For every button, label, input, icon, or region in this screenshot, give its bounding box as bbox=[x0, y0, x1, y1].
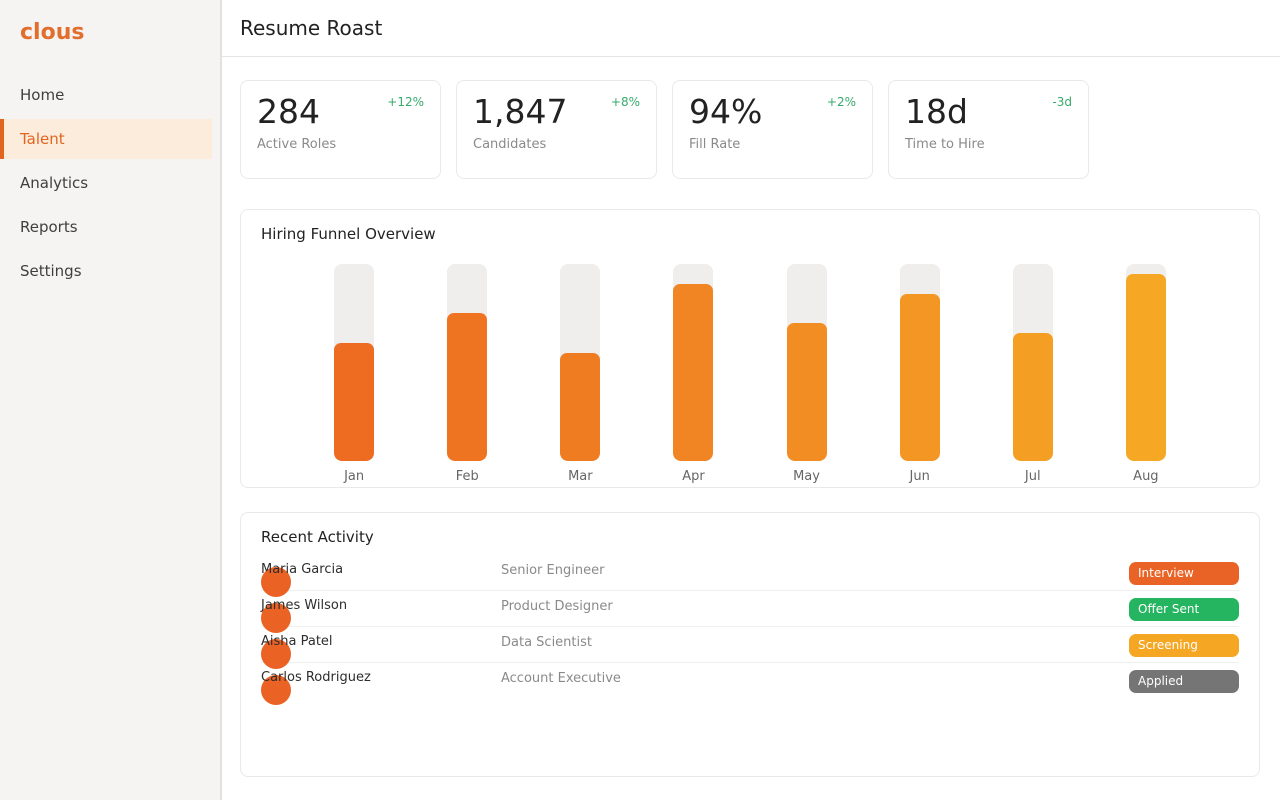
stat-card-time-to-hire: 18d -3d Time to Hire bbox=[888, 80, 1089, 179]
candidate-role: Data Scientist bbox=[501, 635, 592, 650]
bar-label-apr: Apr bbox=[682, 469, 705, 484]
bar-label-aug: Aug bbox=[1133, 469, 1159, 484]
bar-label-jun: Jun bbox=[909, 469, 930, 484]
bar-column-jul: Jul bbox=[1012, 264, 1053, 484]
candidate-name: James Wilson bbox=[261, 598, 348, 613]
bar-track-apr bbox=[673, 264, 714, 461]
bar-track-jun bbox=[899, 264, 940, 461]
stat-label: Active Roles bbox=[257, 137, 337, 153]
bar-label-jul: Jul bbox=[1024, 469, 1041, 484]
bar-fill-aug[interactable] bbox=[1125, 273, 1166, 461]
stat-value: 18d bbox=[905, 92, 968, 131]
recent-activity-card: Recent Activity Maria Garcia Senior Engin… bbox=[240, 512, 1260, 777]
stat-card-fill-rate: 94% +2% Fill Rate bbox=[672, 80, 873, 179]
sidebar-item-analytics[interactable]: Analytics bbox=[20, 174, 89, 192]
stat-card-candidates: 1,847 +8% Candidates bbox=[456, 80, 657, 179]
status-badge[interactable]: Applied bbox=[1129, 670, 1239, 693]
candidate-role: Product Designer bbox=[501, 599, 613, 614]
bar-label-mar: Mar bbox=[568, 469, 593, 484]
bar-track-feb bbox=[447, 264, 488, 461]
main-area: Resume Roast 284 +12% Active Roles 1,847 +8%… bbox=[222, 0, 1280, 800]
sidebar-item-settings[interactable]: Settings bbox=[20, 262, 82, 280]
bar-fill-jun[interactable] bbox=[899, 293, 940, 461]
stat-delta: +2% bbox=[826, 95, 856, 109]
bar-column-jan: Jan bbox=[334, 264, 375, 484]
stat-delta: +12% bbox=[387, 95, 424, 109]
bar-track-jul bbox=[1012, 264, 1053, 461]
bar-chart: Jan Feb Mar Apr May Jun Jul Aug bbox=[261, 264, 1239, 484]
sidebar-item-reports[interactable]: Reports bbox=[20, 218, 78, 236]
stat-value: 284 bbox=[257, 92, 320, 131]
bar-fill-may[interactable] bbox=[786, 323, 827, 461]
candidate-role: Senior Engineer bbox=[501, 563, 605, 578]
bar-track-aug bbox=[1125, 264, 1166, 461]
candidate-avatar bbox=[261, 603, 291, 633]
bar-fill-apr[interactable] bbox=[673, 283, 714, 461]
bar-label-jan: Jan bbox=[344, 469, 365, 484]
stat-label: Time to Hire bbox=[905, 137, 985, 153]
activity-row[interactable]: Maria Garcia Senior Engineer Interview bbox=[261, 555, 1239, 597]
activity-title: Recent Activity bbox=[261, 528, 374, 546]
activity-row[interactable]: Carlos Rodriguez Account Executive Applied bbox=[261, 663, 1239, 705]
stat-value: 1,847 bbox=[473, 92, 568, 131]
bar-track-may bbox=[786, 264, 827, 461]
sidebar-nav: Home Talent Analytics Reports Settings bbox=[0, 75, 220, 291]
chart-title: Hiring Funnel Overview bbox=[261, 225, 436, 243]
candidate-avatar bbox=[261, 567, 291, 597]
activity-list: Maria Garcia Senior Engineer Interview Jame… bbox=[261, 555, 1239, 705]
stat-delta: -3d bbox=[1052, 95, 1072, 109]
activity-row[interactable]: James Wilson Product Designer Offer Sent bbox=[261, 591, 1239, 633]
page-title: Resume Roast bbox=[240, 16, 383, 40]
bar-fill-jan[interactable] bbox=[334, 342, 375, 461]
stat-delta: +8% bbox=[610, 95, 640, 109]
bar-column-may: May bbox=[786, 264, 827, 484]
status-badge[interactable]: Offer Sent bbox=[1129, 598, 1239, 621]
status-badge[interactable]: Screening bbox=[1129, 634, 1239, 657]
hiring-funnel-card: Hiring Funnel Overview Jan Feb Mar Apr May Ju… bbox=[240, 209, 1260, 488]
brand-logo: clous bbox=[20, 20, 85, 45]
candidate-name: Carlos Rodriguez bbox=[261, 670, 371, 685]
status-badge[interactable]: Interview bbox=[1129, 562, 1239, 585]
stat-label: Candidates bbox=[473, 137, 547, 153]
candidate-avatar bbox=[261, 675, 291, 705]
bar-fill-jul[interactable] bbox=[1012, 332, 1053, 461]
content: 284 +12% Active Roles 1,847 +8% Candidates 94%… bbox=[222, 57, 1280, 777]
sidebar: clous Home Talent Analytics Reports Settings bbox=[0, 0, 222, 800]
stat-value: 94% bbox=[689, 92, 763, 131]
bar-fill-feb[interactable] bbox=[447, 313, 488, 461]
bar-column-feb: Feb bbox=[447, 264, 488, 484]
stat-card-active-roles: 284 +12% Active Roles bbox=[240, 80, 441, 179]
bar-fill-mar[interactable] bbox=[560, 352, 601, 461]
stat-label: Fill Rate bbox=[689, 137, 741, 153]
topbar: Resume Roast bbox=[222, 0, 1280, 57]
activity-row[interactable]: Aisha Patel Data Scientist Screening bbox=[261, 627, 1239, 669]
candidate-role: Account Executive bbox=[501, 671, 621, 686]
bar-column-jun: Jun bbox=[899, 264, 940, 484]
candidate-avatar bbox=[261, 639, 291, 669]
candidate-name: Aisha Patel bbox=[261, 634, 333, 649]
candidate-name: Maria Garcia bbox=[261, 562, 344, 577]
bar-track-jan bbox=[334, 264, 375, 461]
stats-row: 284 +12% Active Roles 1,847 +8% Candidates 94%… bbox=[240, 80, 1260, 179]
bar-column-mar: Mar bbox=[560, 264, 601, 484]
bar-label-feb: Feb bbox=[455, 469, 479, 484]
sidebar-item-home[interactable]: Home bbox=[20, 86, 65, 104]
bar-column-aug: Aug bbox=[1125, 264, 1166, 484]
bar-track-mar bbox=[560, 264, 601, 461]
sidebar-item-talent[interactable]: Talent bbox=[0, 119, 212, 159]
bar-column-apr: Apr bbox=[673, 264, 714, 484]
bar-label-may: May bbox=[793, 469, 820, 484]
